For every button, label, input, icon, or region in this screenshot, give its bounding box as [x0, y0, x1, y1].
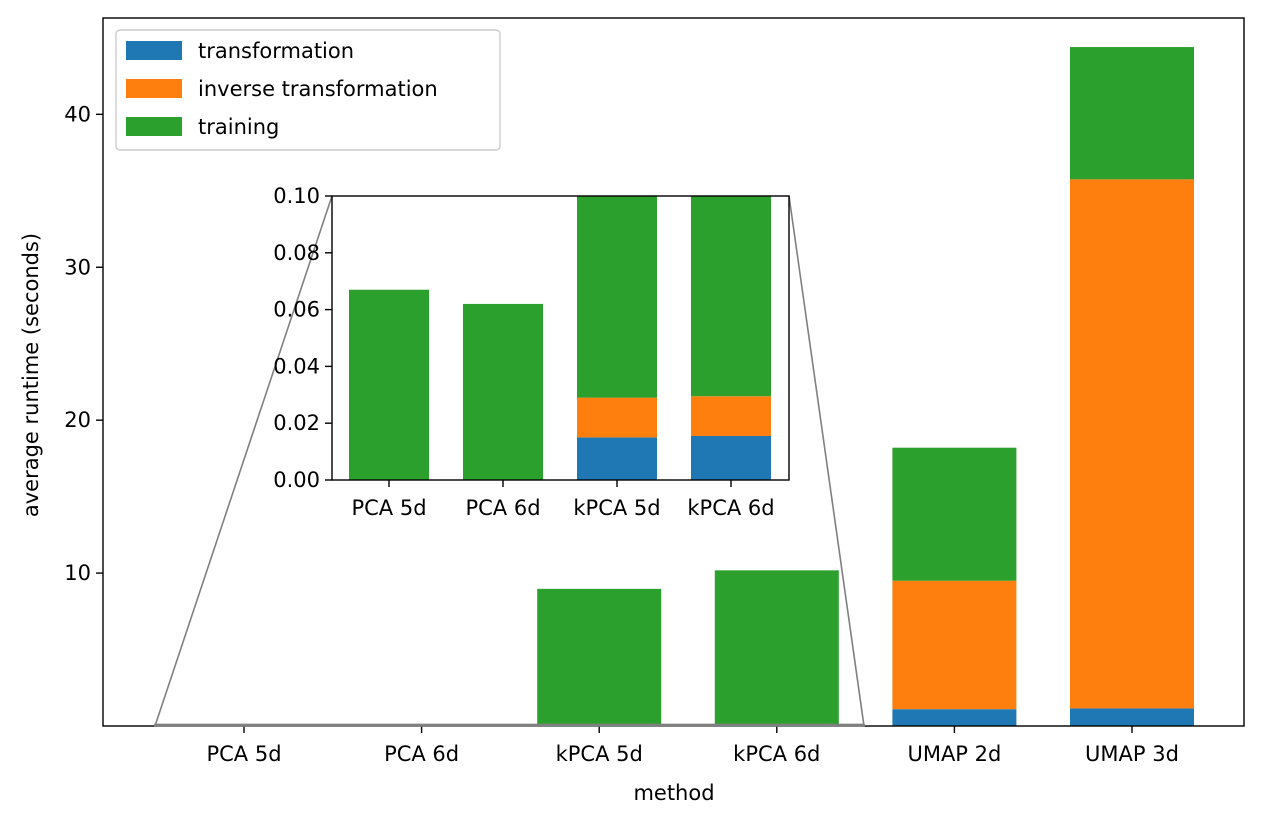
legend-label: training	[198, 115, 279, 139]
inset-bar-kpca-6d-series-0	[691, 435, 771, 480]
inset-x-tick-label: PCA 6d	[465, 496, 540, 520]
inset-chart: 0.00 0.02 0.04 0.06 0.08 0.10 PCA 5d PCA 6d kPCA…	[273, 184, 790, 520]
inset-bar-pca-6d-series-2	[463, 303, 543, 480]
legend-swatch	[126, 79, 182, 98]
inset-bar-kpca-5d-series-0	[577, 437, 657, 480]
legend-label: transformation	[198, 39, 354, 63]
inset-bar-pca-5d-series-2	[349, 289, 429, 480]
x-tick-label: UMAP 2d	[907, 742, 1001, 766]
inset-y-tick-label: 0.00	[273, 468, 320, 492]
x-tick-label: PCA 6d	[384, 742, 459, 766]
y-tick-label: 30	[64, 255, 91, 279]
zoom-region-box	[154, 723, 865, 727]
inset-bar-kpca-5d-series-2	[577, 196, 657, 398]
legend-label: inverse transformation	[198, 77, 438, 101]
inset-y-tick-label: 0.10	[273, 184, 320, 208]
x-axis-label: method	[633, 781, 714, 805]
bar-kpca-5d-series-2	[537, 588, 662, 726]
zoom-connector-lines	[154, 195, 865, 727]
inset-x-tick-label: PCA 5d	[351, 496, 426, 520]
y-tick-label: 10	[64, 561, 91, 585]
x-tick-label: PCA 5d	[206, 742, 281, 766]
legend-swatch	[126, 117, 182, 136]
inset-x-tick-label: kPCA 5d	[573, 496, 660, 520]
x-tick-label: UMAP 3d	[1085, 742, 1179, 766]
bar-umap-3d-series-1	[1070, 179, 1194, 709]
y-tick-label: 40	[64, 102, 91, 126]
zoom-connector-left	[154, 195, 333, 727]
bar-umap-2d-series-1	[892, 580, 1017, 710]
bar-umap-3d-series-0	[1070, 708, 1194, 726]
inset-x-tick-label: kPCA 6d	[687, 496, 774, 520]
bar-umap-2d-series-2	[892, 447, 1017, 581]
inset-y-tick-label: 0.04	[273, 354, 320, 378]
bar-kpca-6d-series-2	[714, 570, 839, 726]
bar-umap-2d-series-0	[892, 709, 1017, 726]
inset-frame	[331, 195, 790, 481]
inset-y-tick-label: 0.08	[273, 241, 320, 265]
legend-swatch	[126, 41, 182, 60]
inset-y-tick-label: 0.02	[273, 411, 320, 435]
main-bars	[182, 47, 1194, 726]
y-tick-label: 20	[64, 408, 91, 432]
inset-bar-kpca-5d-series-1	[577, 397, 657, 438]
inset-bar-kpca-6d-series-2	[691, 196, 771, 397]
y-axis-label: average runtime (seconds)	[19, 233, 43, 517]
legend: transformation inverse transformation trai…	[115, 29, 501, 151]
x-tick-label: kPCA 5d	[556, 742, 643, 766]
legend-box	[115, 29, 501, 151]
zoom-connector-right	[788, 195, 865, 727]
inset-bars	[349, 196, 771, 480]
inset-bar-kpca-6d-series-1	[691, 396, 771, 436]
bar-umap-3d-series-2	[1070, 47, 1194, 180]
inset-y-tick-label: 0.06	[273, 298, 320, 322]
x-tick-label: kPCA 6d	[733, 742, 820, 766]
